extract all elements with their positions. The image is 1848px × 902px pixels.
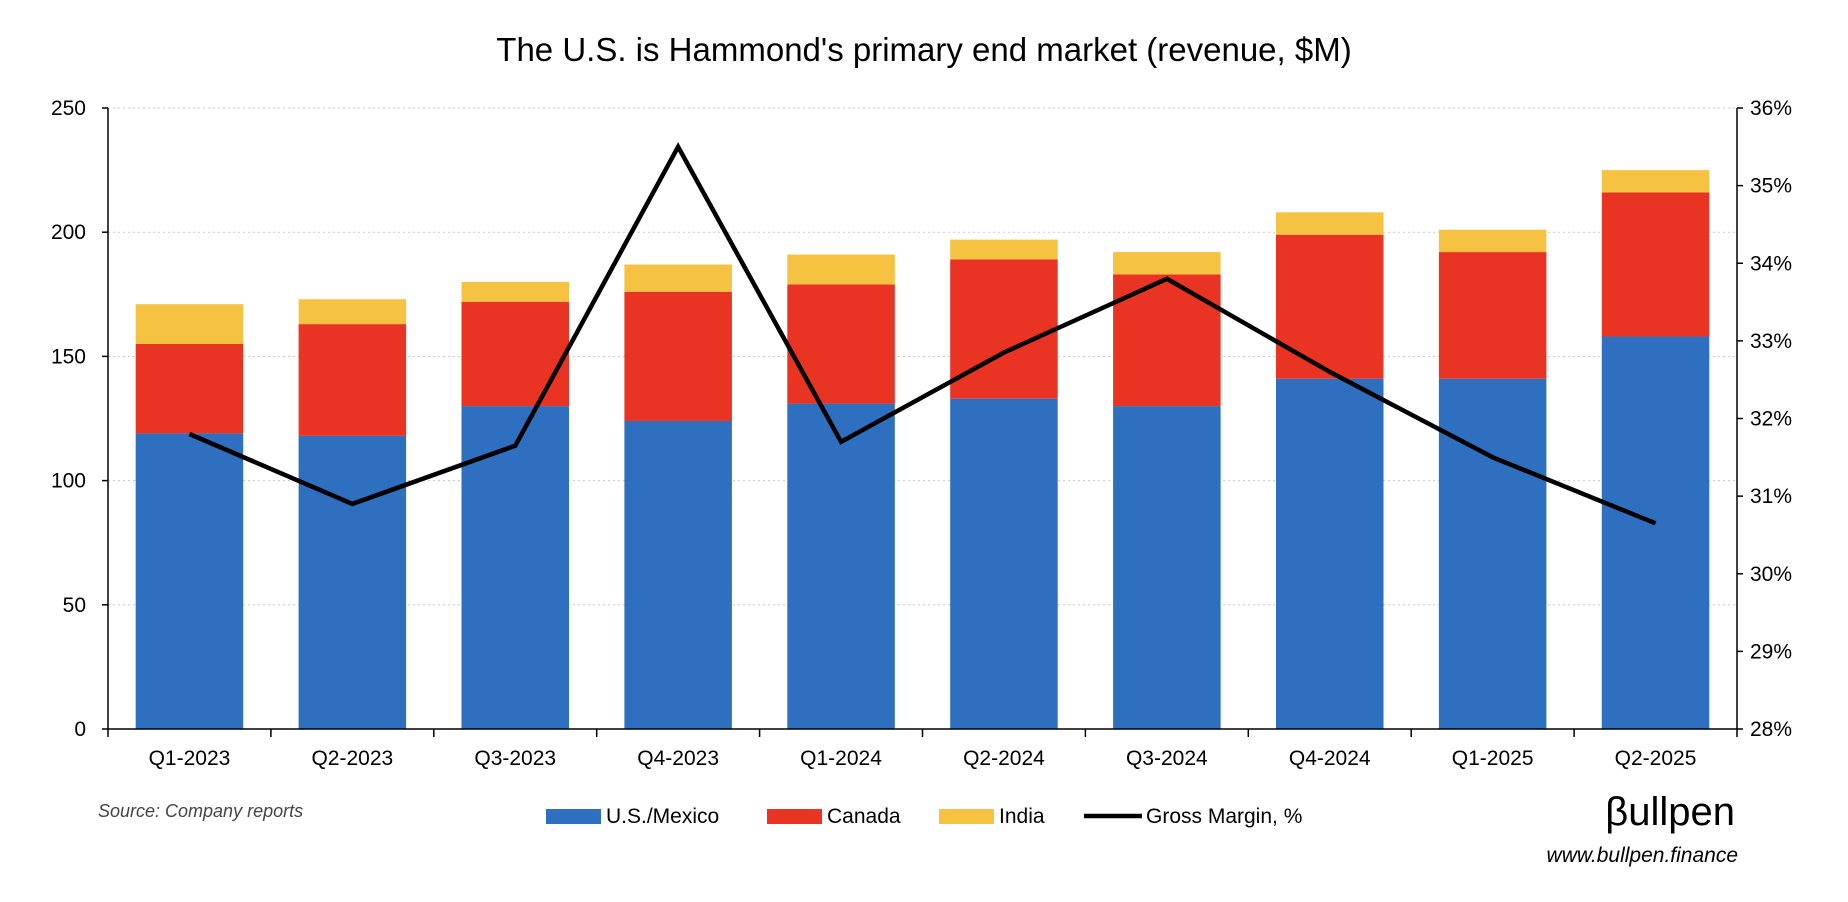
y2-tick-label: 30%: [1750, 563, 1792, 586]
legend: U.S./Mexico Canada India Gross Margin, %: [546, 805, 1302, 828]
chart-title: The U.S. is Hammond's primary end market…: [496, 31, 1351, 68]
source-note: Source: Company reports: [98, 801, 303, 821]
gross-margin-line: [188, 142, 1657, 526]
bar-india-q2-2024: [950, 239, 1058, 260]
bar-u-s-mexico-q1-2024: [787, 403, 895, 729]
bar-india-q1-2024: [787, 254, 895, 285]
x-tick-label: Q4-2023: [637, 747, 719, 770]
bar-india-q4-2024: [1275, 212, 1384, 235]
x-tick-label: Q3-2024: [1126, 747, 1208, 770]
gross-margin-line-path: [188, 142, 1657, 526]
y-tick-label: 50: [63, 594, 86, 617]
y2-tick-label: 33%: [1750, 330, 1792, 353]
y-tick-label: 200: [51, 221, 86, 244]
y-tick-label: 100: [51, 470, 86, 493]
y2-tick-label: 28%: [1750, 718, 1792, 741]
bar-u-s-mexico-q2-2023: [298, 435, 407, 729]
y-tick-label: 250: [51, 97, 86, 120]
bars: [135, 170, 1710, 729]
y2-tick-label: 34%: [1750, 252, 1792, 275]
x-tick-label: Q2-2025: [1615, 747, 1697, 770]
bar-u-s-mexico-q3-2024: [1113, 406, 1221, 729]
y2-tick-label: 36%: [1750, 97, 1792, 120]
bar-u-s-mexico-q2-2024: [950, 398, 1058, 729]
bar-india-q1-2023: [135, 304, 244, 344]
bar-india-q3-2024: [1113, 252, 1221, 275]
bar-u-s-mexico-q2-2025: [1601, 336, 1710, 729]
legend-swatch-u-s-mexico: [546, 809, 601, 824]
bar-india-q4-2023: [624, 264, 732, 292]
bar-u-s-mexico-q3-2023: [461, 406, 570, 729]
x-tick-label: Q1-2024: [800, 747, 882, 770]
x-tick-label: Q1-2025: [1452, 747, 1534, 770]
y-tick-label: 0: [74, 718, 86, 741]
bar-canada-q4-2023: [624, 291, 732, 421]
bar-india-q2-2025: [1601, 170, 1710, 193]
legend-swatch-canada: [767, 809, 822, 824]
y-tick-label: 150: [51, 345, 86, 368]
bar-india-q3-2023: [461, 281, 570, 302]
legend-swatch-india: [939, 809, 994, 824]
x-tick-label: Q4-2024: [1289, 747, 1371, 770]
brand-url: www.bullpen.finance: [1547, 844, 1738, 867]
y2-tick-label: 31%: [1750, 485, 1792, 508]
brand-logo: βullpen: [1605, 790, 1735, 834]
bar-canada-q2-2025: [1601, 192, 1710, 337]
bar-canada-q1-2024: [787, 284, 895, 404]
bar-canada-q2-2024: [950, 259, 1058, 399]
bar-u-s-mexico-q1-2025: [1438, 378, 1547, 729]
bar-u-s-mexico-q4-2023: [624, 420, 732, 729]
bar-canada-q2-2023: [298, 324, 407, 436]
legend-label-u-s-mexico: U.S./Mexico: [606, 805, 719, 828]
bar-u-s-mexico-q4-2024: [1275, 378, 1384, 729]
legend-label-india: India: [999, 805, 1045, 828]
bar-india-q2-2023: [298, 299, 407, 325]
y2-tick-label: 29%: [1750, 640, 1792, 663]
x-tick-label: Q2-2024: [963, 747, 1045, 770]
legend-label-gross-margin: Gross Margin, %: [1146, 805, 1302, 828]
y2-tick-label: 35%: [1750, 175, 1792, 198]
bar-canada-q4-2024: [1275, 234, 1384, 379]
axes: 0 50 100 150 200 250 28% 29% 30% 31% 32% 33% 34% 35% 3…: [51, 97, 1792, 770]
bar-canada-q3-2023: [461, 301, 570, 407]
legend-label-canada: Canada: [827, 805, 901, 828]
bar-u-s-mexico-q1-2023: [135, 433, 244, 729]
x-tick-label: Q2-2023: [311, 747, 393, 770]
bar-canada-q1-2025: [1438, 252, 1547, 379]
bar-canada-q1-2023: [135, 343, 244, 434]
bar-india-q1-2025: [1438, 229, 1547, 253]
x-tick-label: Q1-2023: [149, 747, 231, 770]
y2-tick-label: 32%: [1750, 408, 1792, 431]
x-tick-label: Q3-2023: [474, 747, 556, 770]
